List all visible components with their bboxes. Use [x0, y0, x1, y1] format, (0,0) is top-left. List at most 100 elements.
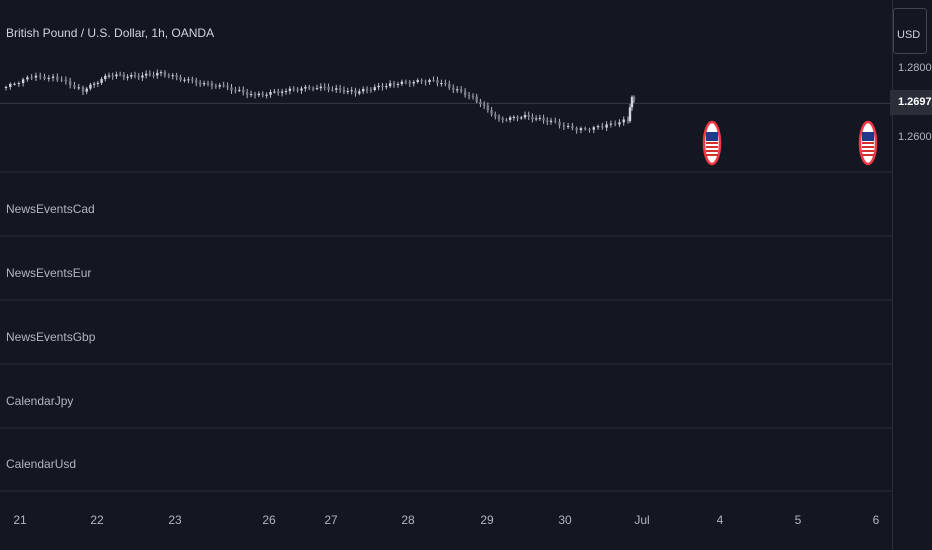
candle-body	[592, 127, 595, 130]
us-flag-icon[interactable]	[858, 120, 878, 166]
candle-body	[122, 74, 126, 78]
candle-body	[456, 89, 459, 91]
candle-body	[416, 80, 419, 83]
time-tick: 6	[872, 513, 880, 527]
candle-body	[226, 85, 229, 88]
candle-body	[175, 75, 178, 78]
candle-body	[257, 93, 261, 96]
candle-body	[381, 85, 384, 88]
candle-body	[89, 84, 92, 89]
candle-body	[17, 83, 21, 85]
time-tick: 4	[716, 513, 724, 527]
candle-body	[558, 121, 561, 126]
candle-body	[214, 85, 218, 87]
candle-body	[538, 117, 542, 119]
pane-label-calendarjpy[interactable]: CalendarJpy	[6, 394, 74, 408]
candle-body	[100, 79, 103, 83]
candle-body	[261, 93, 264, 96]
candle-body	[436, 80, 439, 84]
pane-label-newseventscad[interactable]: NewsEventsCad	[6, 202, 95, 216]
candle-body	[152, 75, 155, 77]
candle-body	[516, 116, 519, 119]
candle-body	[210, 83, 214, 86]
candle-body	[206, 83, 210, 85]
candle-body	[288, 88, 292, 91]
candle-body	[133, 75, 137, 77]
time-tick: 29	[480, 513, 494, 527]
candle-body	[218, 85, 221, 87]
candle-body	[365, 89, 369, 91]
pane-label-newseventseur[interactable]: NewsEventsEur	[6, 266, 92, 280]
candle-body	[222, 85, 225, 87]
time-tick: 5	[794, 513, 802, 527]
candle-body	[471, 96, 475, 98]
candle-body	[30, 77, 33, 79]
candle-body	[187, 79, 190, 81]
candle-body	[523, 114, 527, 118]
candle-body	[43, 76, 46, 79]
us-flag-icon[interactable]	[702, 120, 722, 166]
candle-body	[191, 79, 194, 81]
candle-body	[327, 87, 330, 90]
chart-canvas[interactable]	[0, 0, 892, 550]
candle-body	[111, 75, 114, 77]
candle-body	[444, 83, 447, 85]
candle-body	[115, 74, 118, 77]
price-tick: 1.26000	[898, 131, 932, 143]
candle-body	[315, 88, 319, 90]
candle-body	[566, 126, 570, 128]
currency-selector[interactable]: USD	[893, 8, 927, 54]
candle-body	[549, 120, 553, 122]
candle-body	[167, 75, 171, 77]
last-price-label: 1.26976	[890, 90, 932, 115]
candle-body	[77, 87, 80, 89]
candle-body	[448, 84, 451, 88]
candle-body	[311, 88, 315, 90]
candle-body	[404, 81, 408, 83]
candle-body	[605, 124, 608, 128]
candle-body	[531, 116, 534, 120]
candle-body	[505, 119, 508, 121]
candle-body	[342, 89, 346, 92]
candle-body	[130, 75, 133, 77]
candle-body	[179, 77, 182, 80]
candle-body	[230, 87, 233, 91]
candle-body	[575, 128, 578, 131]
candle-body	[554, 120, 557, 122]
candle-body	[96, 82, 100, 84]
candle-body	[420, 80, 423, 82]
candle-body	[452, 87, 455, 90]
candle-body	[584, 128, 587, 130]
candle-body	[273, 91, 276, 93]
candle-body	[626, 119, 630, 122]
candle-body	[338, 88, 342, 90]
candle-body	[388, 83, 392, 87]
candle-body	[479, 101, 482, 105]
candle-body	[277, 91, 280, 93]
price-tick: 1.28000	[898, 62, 932, 74]
symbol-title[interactable]: British Pound / U.S. Dollar, 1h, OANDA	[6, 26, 215, 40]
candle-body	[148, 73, 152, 76]
candle-body	[26, 77, 29, 80]
candle-body	[13, 83, 16, 85]
candle-body	[632, 96, 636, 100]
candle-body	[85, 88, 88, 92]
candle-body	[622, 119, 625, 123]
candle-body	[253, 94, 257, 96]
candle-body	[202, 83, 206, 85]
candle-body	[562, 125, 566, 127]
candle-body	[354, 90, 357, 94]
time-tick: 26	[262, 513, 276, 527]
candle-body	[396, 84, 400, 86]
candle-body	[323, 86, 326, 88]
candle-body	[432, 79, 435, 81]
candle-body	[467, 95, 471, 97]
candle-body	[308, 86, 311, 89]
pane-label-newseventsgbp[interactable]: NewsEventsGbp	[6, 330, 96, 344]
pane-label-calendarusd[interactable]: CalendarUsd	[6, 457, 77, 471]
candle-body	[494, 114, 497, 117]
time-tick: 23	[168, 513, 182, 527]
price-axis[interactable]	[892, 0, 932, 550]
candle-body	[497, 116, 501, 119]
candle-body	[234, 90, 237, 92]
